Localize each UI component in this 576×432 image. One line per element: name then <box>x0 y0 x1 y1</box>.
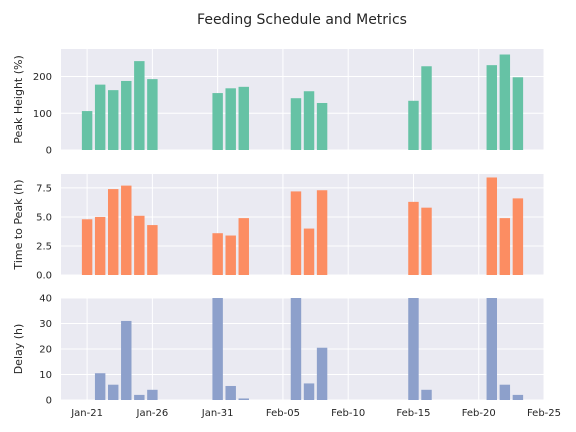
y-tick-label: 0 <box>46 146 52 157</box>
panel-1: 0 100 200 Peak Height (%) <box>12 49 545 157</box>
bar <box>212 93 223 150</box>
bar <box>212 233 223 275</box>
bar <box>421 207 432 275</box>
bar <box>316 347 328 400</box>
bar <box>303 383 315 400</box>
x-tick-label: Feb-15 <box>396 408 430 419</box>
y-tick-label: 20 <box>39 345 52 356</box>
bar <box>94 216 106 275</box>
bar <box>121 80 132 150</box>
bar <box>303 228 315 275</box>
y-tick-label: 2.5 <box>36 241 52 252</box>
y-axis-label: Time to Peak (h) <box>12 179 25 270</box>
y-tick-label: 100 <box>33 109 52 120</box>
x-tick-label: Jan-31 <box>201 408 234 419</box>
x-tick-label: Feb-05 <box>266 408 300 419</box>
bar <box>107 384 119 400</box>
bar <box>94 373 106 400</box>
y-tick-label: 30 <box>39 319 52 330</box>
bar <box>316 102 328 150</box>
bar <box>134 394 145 400</box>
bar <box>238 398 249 400</box>
bar <box>147 79 158 150</box>
panel-2: 0.0 2.5 5.0 7.5 Time to Peak (h) <box>12 174 545 282</box>
bar <box>225 385 236 400</box>
bar <box>408 298 419 400</box>
bar <box>303 91 315 150</box>
bar <box>147 389 158 400</box>
bar <box>486 298 498 400</box>
bar <box>225 88 236 150</box>
bar <box>421 389 432 400</box>
bar <box>499 54 511 150</box>
x-axis: Jan-21 Jan-26 Jan-31 Feb-05 Feb-10 Feb-15 Feb-… <box>70 408 561 419</box>
bar <box>212 298 223 400</box>
bar <box>238 86 249 150</box>
plot-background <box>61 174 544 275</box>
bar <box>512 77 524 150</box>
panel-3: 0 10 20 30 40 Delay (h) <box>12 294 545 407</box>
y-tick-label: 200 <box>33 72 52 83</box>
chart-title: Feeding Schedule and Metrics <box>197 12 407 28</box>
bar <box>512 394 524 400</box>
bar <box>147 225 158 275</box>
bar <box>486 177 498 275</box>
bar <box>499 384 511 400</box>
y-tick-label: 5.0 <box>36 212 52 223</box>
bar <box>421 66 432 150</box>
bar <box>238 218 249 275</box>
x-tick-label: Jan-21 <box>70 408 103 419</box>
x-tick-label: Feb-20 <box>462 408 496 419</box>
bar <box>512 198 524 275</box>
bar <box>225 235 236 275</box>
bar <box>107 90 119 150</box>
y-tick-label: 0 <box>46 396 52 407</box>
bar <box>499 218 511 275</box>
y-axis-label: Delay (h) <box>12 324 25 375</box>
plot-background <box>61 49 544 150</box>
x-tick-label: Jan-26 <box>136 408 169 419</box>
x-tick-label: Feb-10 <box>331 408 365 419</box>
bar <box>94 84 106 150</box>
y-tick-label: 10 <box>39 370 52 381</box>
bar <box>134 61 145 151</box>
bar <box>290 191 302 275</box>
bar <box>121 320 132 400</box>
bar <box>316 190 328 275</box>
bar <box>134 215 145 275</box>
bar <box>81 219 93 275</box>
y-tick-label: 7.5 <box>36 183 52 194</box>
y-tick-label: 0.0 <box>36 271 52 282</box>
bar <box>121 185 132 275</box>
bar <box>486 65 498 150</box>
bar <box>408 100 419 150</box>
x-tick-label: Feb-25 <box>527 408 561 419</box>
bar <box>81 111 93 150</box>
bar <box>290 298 302 400</box>
bar <box>107 189 119 275</box>
bar <box>290 98 302 150</box>
y-axis-label: Peak Height (%) <box>12 55 25 144</box>
bar <box>408 201 419 275</box>
y-tick-label: 40 <box>39 294 52 305</box>
